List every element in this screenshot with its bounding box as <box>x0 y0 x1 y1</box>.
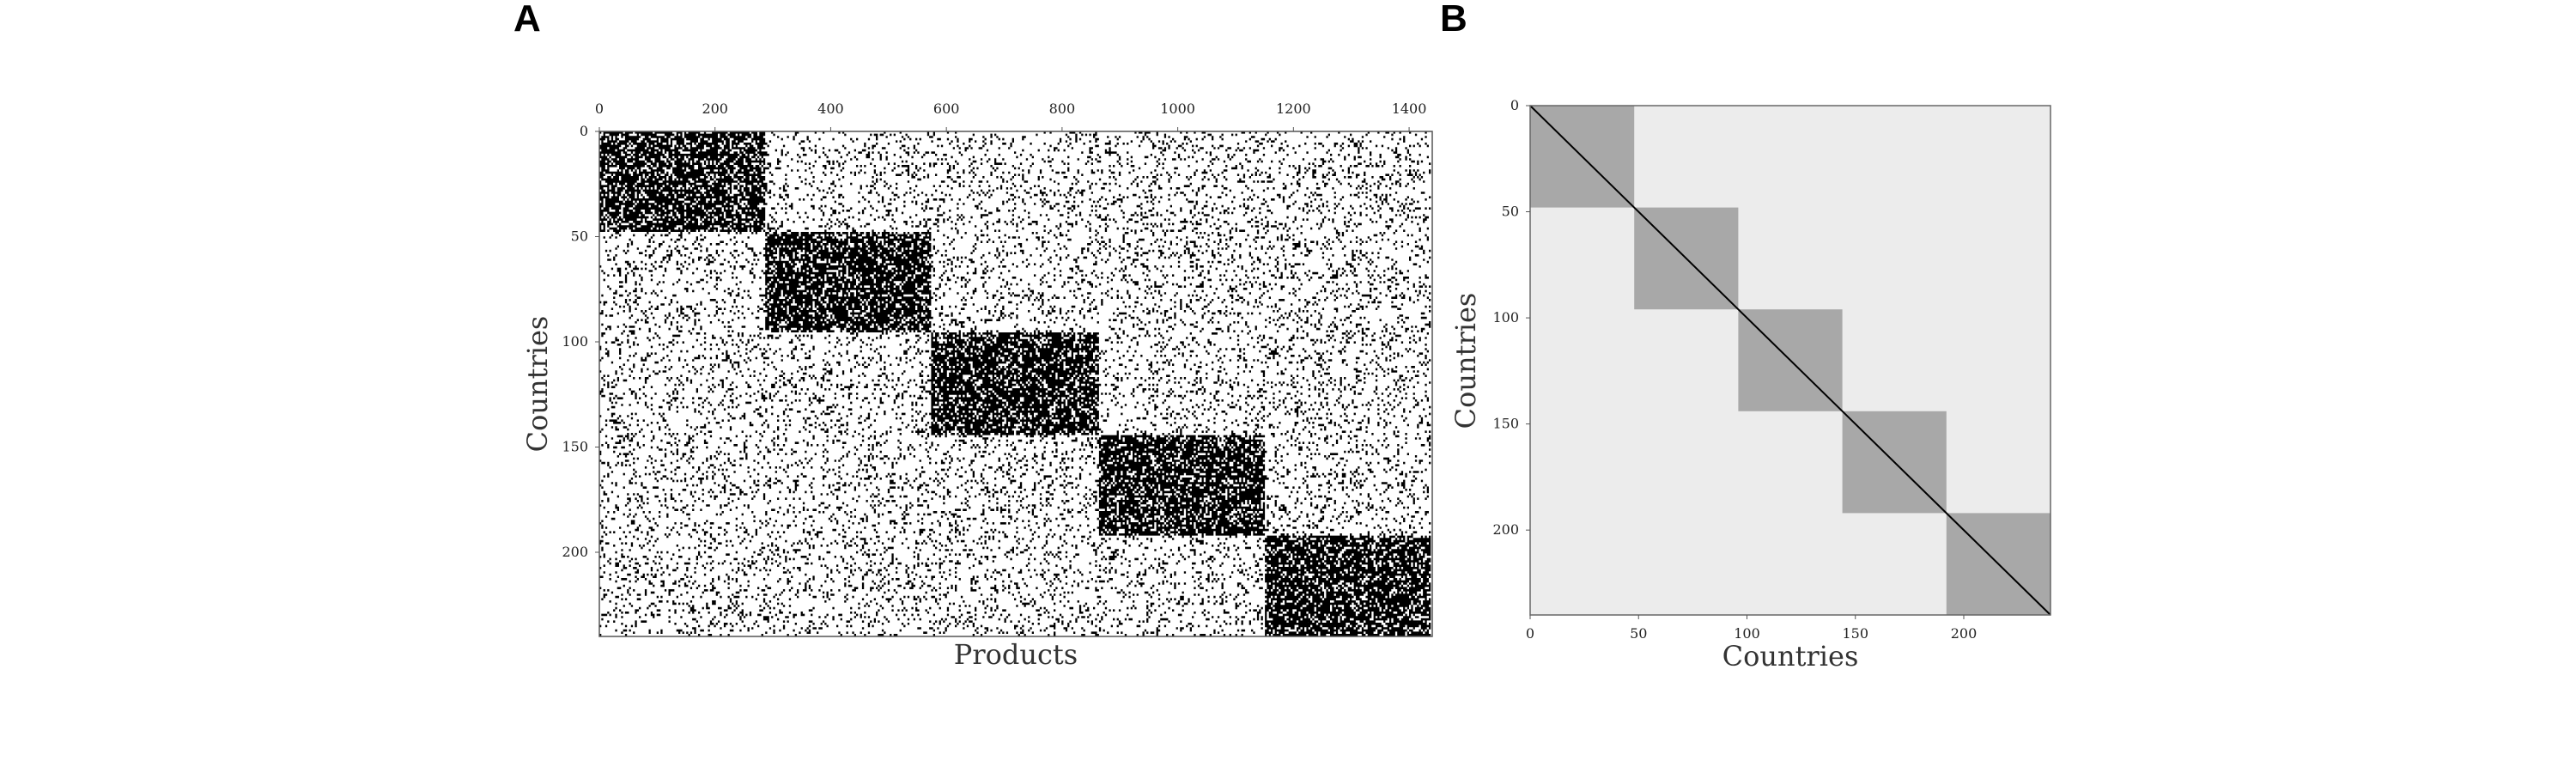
panel-a-x-axis-title: Products <box>954 638 1078 671</box>
panel-a-frame <box>598 131 1433 637</box>
panel-a-x-tick-label: 200 <box>702 100 728 117</box>
panel-a-x-tick-label: 600 <box>933 100 960 117</box>
panel-a-y-tick-label: 200 <box>562 544 588 560</box>
panel-a-x-tick-label: 800 <box>1049 100 1076 117</box>
panel-b-x-tick-label: 50 <box>1630 625 1647 642</box>
panel-a-y-axis-title: Countries <box>521 316 554 453</box>
panel-b-x-tick-label: 150 <box>1842 625 1868 642</box>
panel-b-y-tick-label: 200 <box>1492 521 1519 538</box>
panel-a-x-tick-label: 0 <box>595 100 604 117</box>
panel-b-y-tick-label: 150 <box>1492 416 1519 432</box>
panel-b-x-tick-label: 200 <box>1951 625 1978 642</box>
panel-a-x-ticks: 0 200 400 600 800 1000 1200 1400 <box>595 100 1427 131</box>
panel-a-matrix-cells <box>599 131 1431 636</box>
panel-a-y-tick-label: 0 <box>580 123 588 139</box>
panel-b-x-tick-label: 100 <box>1734 625 1760 642</box>
panel-b-label: B <box>1440 0 1467 40</box>
panel-b-diagonal <box>1529 105 2051 616</box>
panel-a-matrix <box>598 131 1433 637</box>
panel-b-y-tick-label: 100 <box>1492 309 1519 326</box>
panel-a-y-tick-label: 50 <box>571 228 588 245</box>
panel-a-x-tick-label: 1200 <box>1276 100 1311 117</box>
panel-b-y-tick-label: 50 <box>1502 204 1519 220</box>
panel-a: A 0 200 400 600 800 1000 1200 1400 0 50 100 150 200… <box>513 0 1433 671</box>
panel-b-x-axis-title: Countries <box>1722 640 1859 673</box>
panel-a-x-tick-label: 1400 <box>1392 100 1427 117</box>
panel-b-y-ticks: 0 50 100 150 200 <box>1492 97 1530 538</box>
panel-a-x-tick-label: 400 <box>817 100 844 117</box>
panel-b: B 0 50 100 150 200 0 50 100 150 200 Countries Co… <box>1440 0 2051 673</box>
panel-b-y-tick-label: 0 <box>1510 97 1519 113</box>
panel-b-frame <box>1529 105 2051 616</box>
panel-b-x-tick-label: 0 <box>1526 625 1534 642</box>
panel-a-x-tick-label: 1000 <box>1160 100 1195 117</box>
panel-a-y-tick-label: 150 <box>562 439 588 455</box>
panel-b-matrix <box>1529 105 2051 616</box>
panel-a-label: A <box>513 0 541 40</box>
panel-a-y-ticks: 0 50 100 150 200 <box>562 123 599 560</box>
panel-a-y-tick-label: 100 <box>562 333 588 350</box>
panel-b-y-axis-title: Countries <box>1449 293 1482 429</box>
panel-b-x-ticks: 0 50 100 150 200 <box>1526 615 1977 642</box>
